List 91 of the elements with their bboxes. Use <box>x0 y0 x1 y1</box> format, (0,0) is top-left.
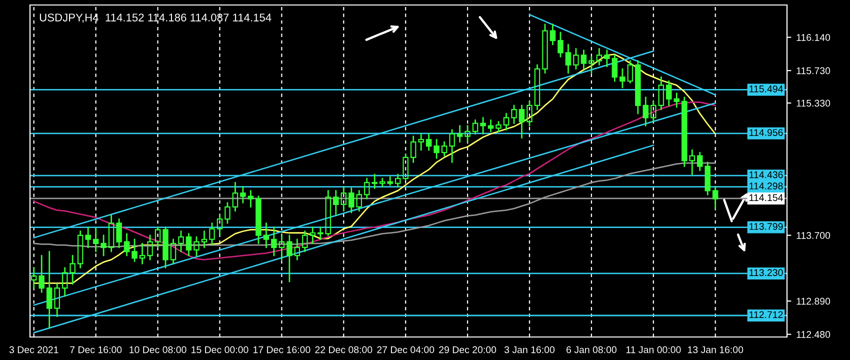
x-tick-label: 22 Dec 08:00 <box>315 346 372 354</box>
text: USDJPY,H4 114.152 114.186 114.087 114.154 <box>40 14 272 23</box>
candlestick <box>294 238 300 260</box>
candlestick <box>70 254 76 285</box>
candlestick <box>518 104 525 139</box>
candlestick <box>154 226 161 248</box>
candlestick <box>658 76 664 110</box>
x-tick-label: 29 Dec 20:00 <box>439 346 496 354</box>
x-tick-label: 7 Dec 16:00 <box>70 346 122 354</box>
line-series <box>33 102 716 260</box>
candlestick <box>503 112 510 131</box>
candlestick <box>325 190 332 236</box>
x-tick-label: 13 Jan 16:00 <box>688 346 744 354</box>
ref-line-label: 114.298 <box>750 182 783 190</box>
candlestick <box>596 48 602 66</box>
candlestick <box>232 182 238 212</box>
candlestick <box>116 218 122 248</box>
candlestick <box>108 214 114 252</box>
ref-line-label: 114.436 <box>750 171 783 178</box>
candlestick <box>534 64 540 110</box>
ref-line-label: 114.154 <box>750 194 783 202</box>
y-tick-label: 113.700 <box>796 232 830 239</box>
candlestick <box>263 222 270 248</box>
ref-line-label: 112.712 <box>750 311 783 318</box>
candlestick <box>271 226 277 256</box>
y-tick-label: 112.480 <box>796 331 830 338</box>
x-tick-label: 11 Jan 00:00 <box>626 346 681 354</box>
x-tick-label: 6 Jan 08:00 <box>566 346 616 354</box>
candlestick <box>356 190 362 212</box>
y-tick-label: 115.730 <box>796 67 830 74</box>
candlestick <box>318 226 324 240</box>
candlestick <box>333 190 339 216</box>
candlestick <box>434 138 440 159</box>
candlestick <box>85 226 91 248</box>
candlestick <box>92 228 99 252</box>
candlestick <box>712 186 718 210</box>
candlestick <box>472 119 478 135</box>
candlestick <box>682 96 688 168</box>
candlestick <box>302 230 308 252</box>
candlestick <box>310 226 316 244</box>
x-tick-label: 27 Dec 04:00 <box>377 346 434 354</box>
candlestick <box>139 242 146 264</box>
candlestick <box>620 68 626 88</box>
candlestick <box>456 125 463 143</box>
candlestick <box>216 214 223 236</box>
candlestick <box>54 283 60 318</box>
candlestick <box>689 149 696 176</box>
candlestick <box>550 24 556 46</box>
x-tick-label: 17 Dec 16:00 <box>254 346 310 354</box>
candlestick <box>77 230 84 268</box>
candlestick <box>418 133 424 151</box>
candlestick <box>449 129 455 163</box>
candlestick <box>642 96 649 126</box>
y-tick-label: 116.140 <box>796 34 830 41</box>
candlestick <box>410 136 416 163</box>
candlestick <box>674 92 680 108</box>
candlestick <box>286 234 292 282</box>
candlestick <box>627 60 634 84</box>
x-tick-label: 3 Jan 16:00 <box>504 346 555 354</box>
candlestick <box>402 153 408 181</box>
candlestick <box>666 80 672 106</box>
candlestick <box>635 60 641 114</box>
x-tick-label: 10 Dec 08:00 <box>130 346 186 354</box>
candlestick <box>124 232 130 256</box>
candlestick <box>441 141 448 156</box>
ref-line-label: 114.956 <box>750 129 783 136</box>
candlestick <box>201 230 208 248</box>
candlestick <box>612 54 618 82</box>
candlestick <box>426 133 432 151</box>
y-tick-label: 112.890 <box>796 298 830 305</box>
ref-line-label: 113.799 <box>750 223 783 230</box>
candlestick <box>248 190 254 208</box>
candlestick <box>379 178 386 188</box>
ref-line-label: 113.230 <box>750 269 783 276</box>
candlestick <box>565 44 572 74</box>
candlestick <box>170 238 176 264</box>
candlestick <box>340 186 347 212</box>
candlestick <box>394 174 401 188</box>
candlestick <box>46 250 52 329</box>
candlestick <box>186 232 192 256</box>
candlestick <box>488 119 494 132</box>
candlestick <box>348 188 354 214</box>
candlestick <box>100 234 106 256</box>
candlestick <box>62 267 68 297</box>
y-tick-label: 115.330 <box>796 100 830 107</box>
candlestick <box>580 50 587 70</box>
x-tick-label: 3 Dec 2021 <box>9 346 58 354</box>
candlestick <box>650 100 656 122</box>
ref-line-label: 115.494 <box>750 85 783 92</box>
x-tick-label: 15 Dec 00:00 <box>192 346 248 354</box>
candlestick <box>278 234 285 260</box>
